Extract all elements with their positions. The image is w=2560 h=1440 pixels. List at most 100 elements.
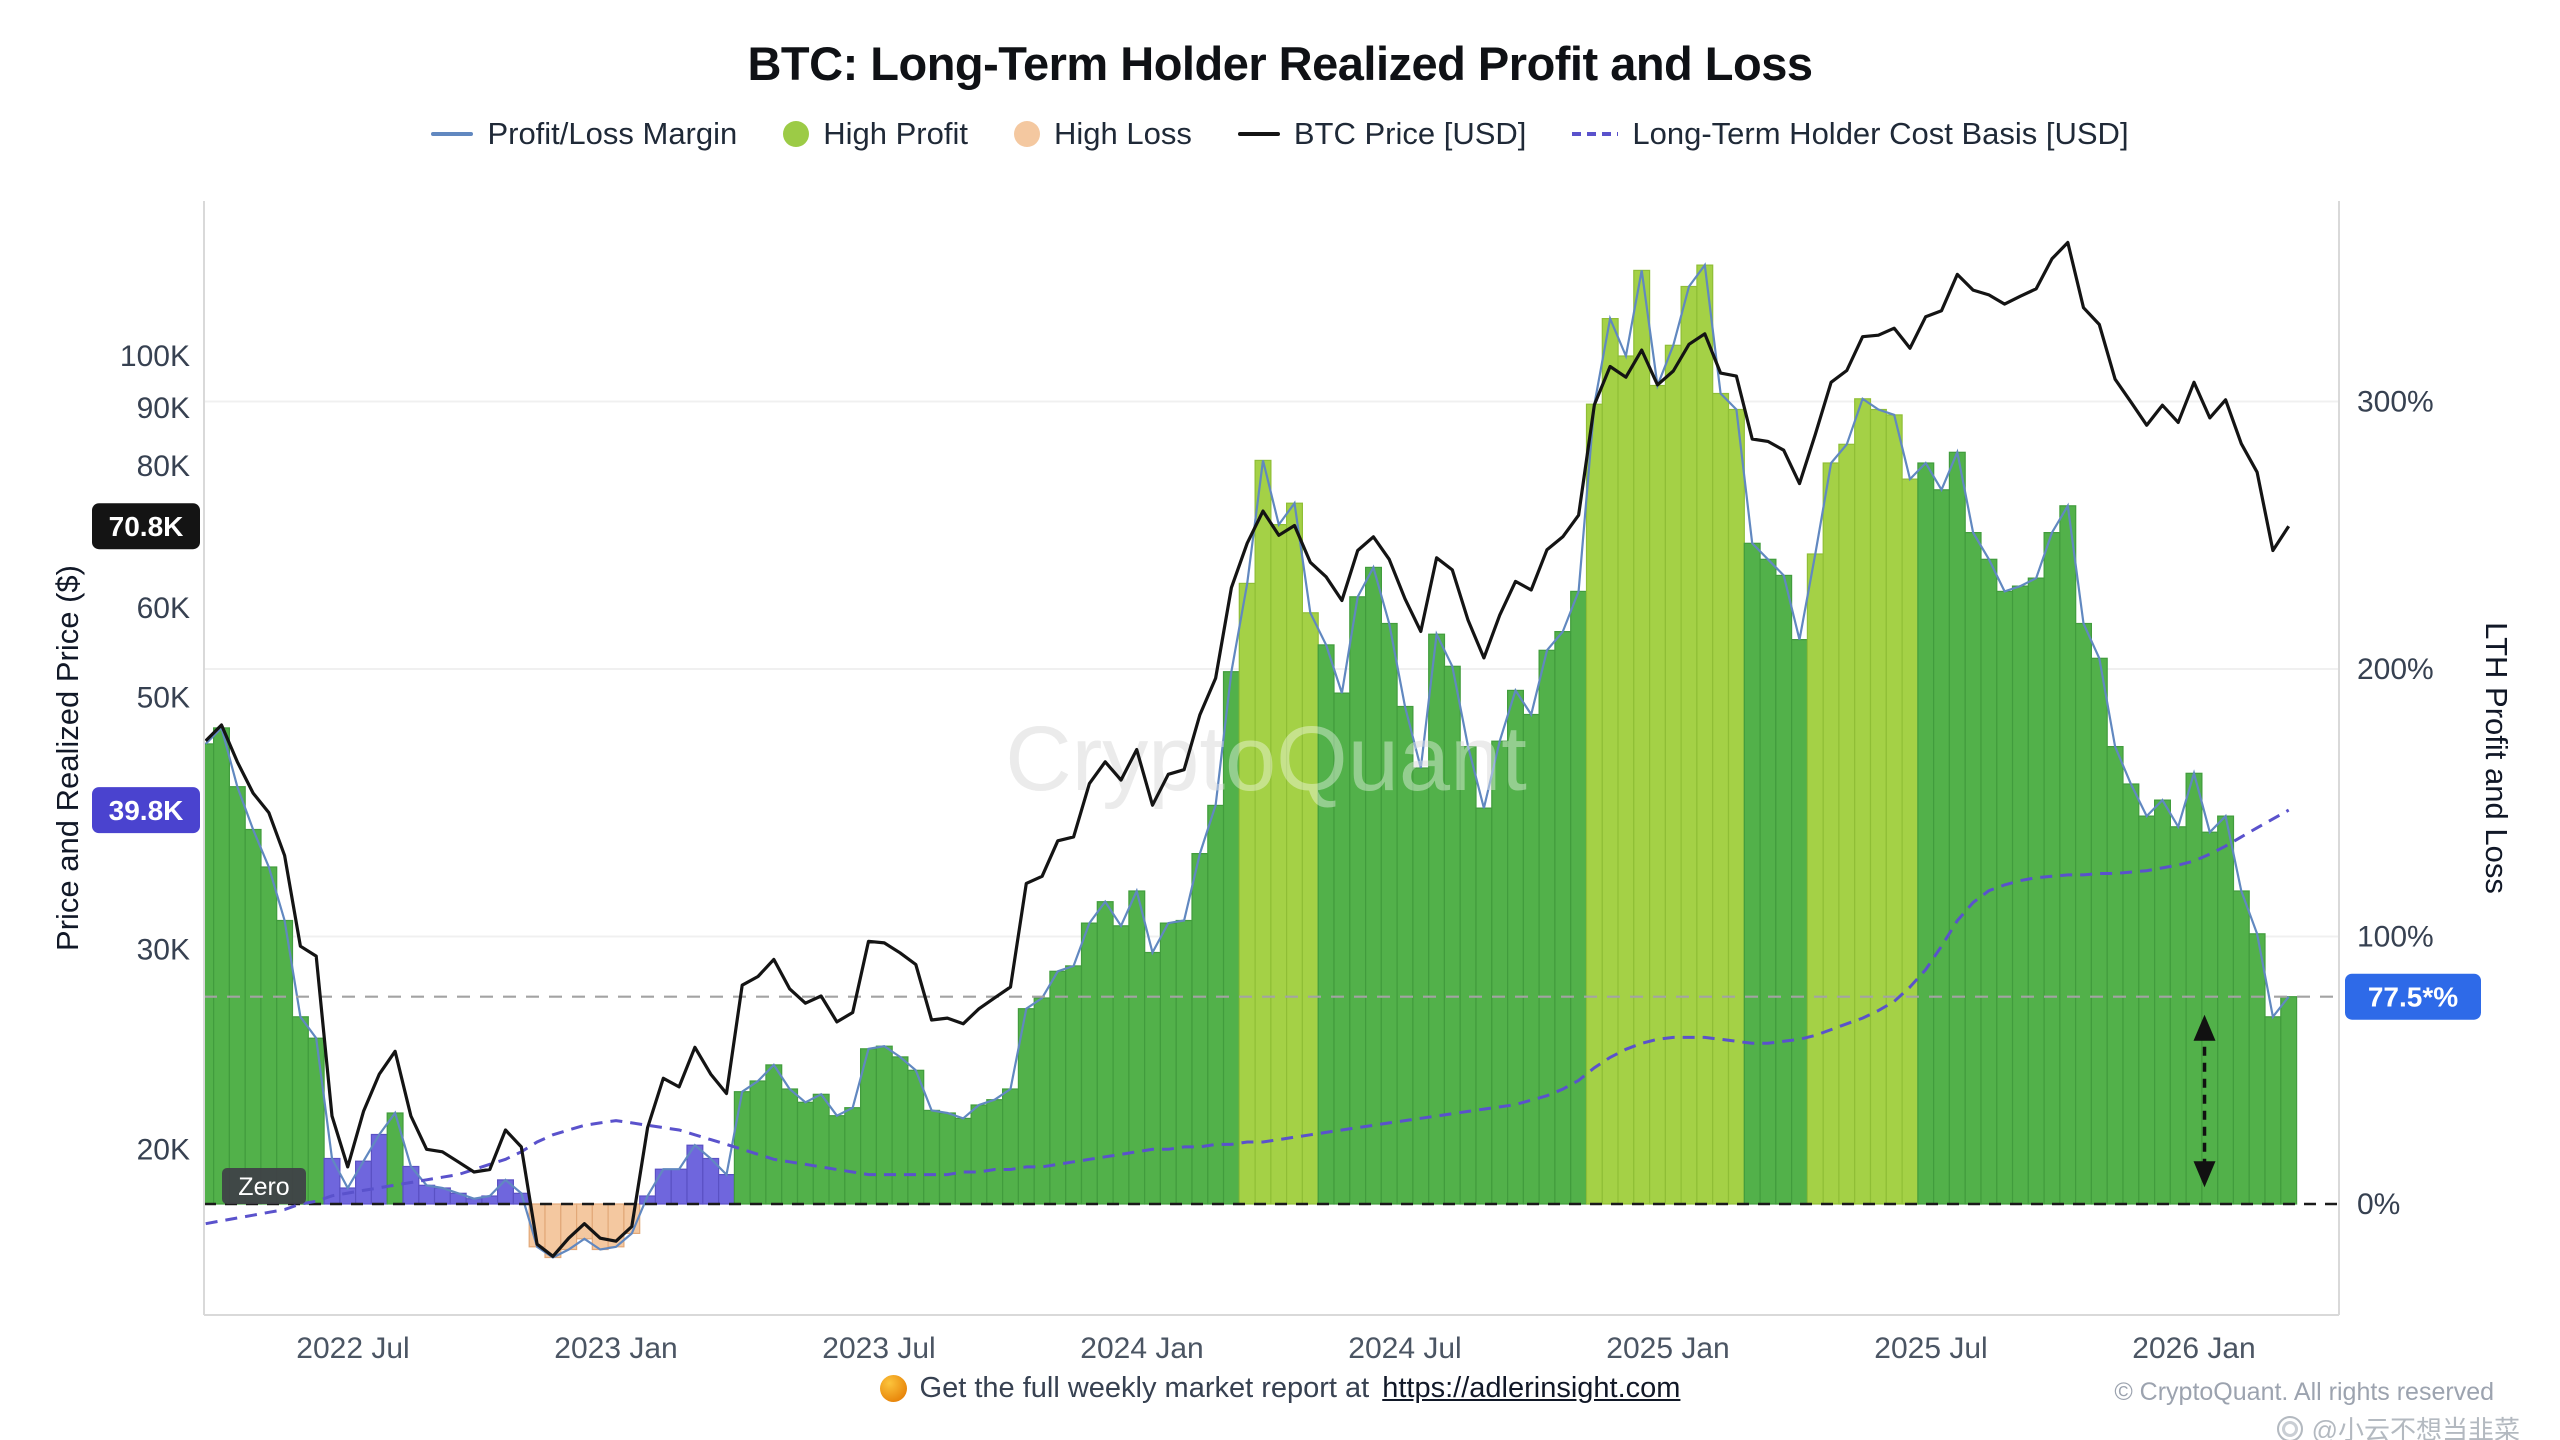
margin-bar (2169, 826, 2187, 1205)
x-axis-tick-label: 2022 Jul (296, 1332, 409, 1365)
margin-bar (2106, 745, 2124, 1205)
margin-bar (812, 1093, 830, 1205)
margin-bar (1301, 612, 1319, 1205)
footer-text: Get the full weekly market report at (919, 1372, 1370, 1404)
legend-label: BTC Price [USD] (1293, 116, 1527, 151)
left-axis-tick-label: 50K (137, 682, 190, 715)
range-arrow-head-down (2193, 1161, 2216, 1188)
left-axis-tick-label: 60K (137, 592, 190, 625)
margin-bar (1538, 649, 1556, 1205)
margin-bar (1617, 355, 1635, 1205)
right-axis-tick-label: 100% (2357, 921, 2434, 954)
credit-watermark: @小云不想当韭菜 (2276, 1410, 2520, 1440)
margin-bar (1238, 582, 1256, 1205)
margin-bar (1948, 451, 1966, 1205)
x-axis-tick-label: 2024 Jul (1348, 1332, 1461, 1365)
margin-bar (1112, 925, 1130, 1205)
legend-label: Profit/Loss Margin (487, 116, 738, 151)
margin-bar (1459, 745, 1477, 1205)
margin-area-bars (204, 262, 2298, 1259)
margin-badge-label: 77.5*% (2368, 982, 2458, 1013)
margin-bar (844, 1107, 862, 1205)
margin-bar (749, 1080, 767, 1205)
margin-bar (907, 1069, 925, 1205)
margin-bar (1838, 443, 1856, 1205)
margin-bar (1159, 922, 1177, 1205)
btc-price-line (204, 240, 2291, 1258)
margin-bar (1049, 970, 1067, 1205)
x-axis-tick-label: 2024 Jan (1080, 1332, 1203, 1365)
x-axis-tick-label: 2025 Jul (1874, 1332, 1987, 1365)
margin-bar (2232, 890, 2250, 1205)
margin-bar (339, 1187, 357, 1205)
margin-bar (1633, 269, 1651, 1205)
right-axis-tick-label: 300% (2357, 386, 2434, 419)
margin-bar (2075, 622, 2093, 1205)
margin-bar (1759, 558, 1777, 1205)
margin-bar (2059, 505, 2077, 1205)
margin-bar (2185, 772, 2203, 1205)
left-axis-tick-label: 100K (120, 340, 190, 373)
left-axis-tick-label: 30K (137, 933, 190, 966)
legend-item-3[interactable]: BTC Price [USD] (1237, 116, 1527, 152)
margin-bar (796, 1101, 814, 1205)
price-badge (92, 503, 200, 550)
margin-bar (2154, 799, 2172, 1205)
price-badge-label: 70.8K (109, 511, 184, 542)
margin-bar (765, 1064, 783, 1205)
margin-bar (260, 866, 278, 1205)
margin-bar (954, 1117, 972, 1205)
price-badge (92, 787, 200, 834)
margin-bar (1932, 489, 1950, 1205)
margin-bar (986, 1099, 1004, 1205)
margin-bar (1806, 553, 1824, 1205)
legend-item-2[interactable]: High Loss (1014, 116, 1192, 152)
legend-item-1[interactable]: High Profit (783, 116, 968, 152)
margin-bar (228, 786, 246, 1205)
legend-line-icon (431, 132, 474, 136)
legend-label: Long-Term Holder Cost Basis [USD] (1632, 116, 2129, 151)
margin-bar (1143, 951, 1161, 1205)
report-bullet-icon (879, 1375, 907, 1402)
legend-item-4[interactable]: Long-Term Holder Cost Basis [USD] (1572, 116, 2129, 152)
margin-bar (2090, 657, 2108, 1205)
cost-basis-line (205, 808, 2290, 1226)
margin-bar (1349, 596, 1367, 1205)
left-axis-tick-label: 90K (137, 392, 190, 425)
report-link[interactable]: https://adlerinsight.com (1382, 1372, 1681, 1404)
margin-bar (1128, 890, 1146, 1205)
legend-item-0[interactable]: Profit/Loss Margin (431, 116, 737, 152)
legend: Profit/Loss Margin High Profit High Loss BT… (0, 116, 2560, 152)
margin-bar (575, 1203, 593, 1240)
margin-bar (2027, 577, 2045, 1205)
right-axis-title: LTH Profit and Loss (2479, 622, 2514, 894)
margin-bar (244, 828, 262, 1205)
margin-bar (654, 1168, 672, 1205)
margin-bar (781, 1088, 799, 1205)
margin-bar (1080, 922, 1098, 1205)
margin-bar (1554, 630, 1572, 1205)
margin-bar (276, 919, 294, 1205)
margin-bar (1822, 462, 1840, 1205)
margin-bar (1491, 740, 1509, 1205)
legend-circle-icon (783, 121, 810, 147)
legend-label: High Loss (1054, 116, 1192, 151)
margin-bar (1475, 807, 1493, 1205)
margin-bar (2248, 933, 2266, 1205)
margin-bar (213, 727, 231, 1205)
margin-bar (1664, 344, 1682, 1205)
x-axis-tick-label: 2025 Jan (1606, 1332, 1729, 1365)
margin-bar (1191, 852, 1209, 1205)
margin-bar (1033, 997, 1051, 1205)
margin-bar (1901, 478, 1919, 1205)
margin-bar (875, 1045, 893, 1205)
margin-bar (1175, 919, 1193, 1205)
legend-dashed-line-icon (1572, 132, 1619, 136)
margin-bar (1270, 523, 1288, 1205)
margin-bar (1727, 408, 1745, 1205)
margin-bar (970, 1104, 988, 1205)
margin-bar (2138, 815, 2156, 1205)
margin-bar (2122, 783, 2140, 1205)
